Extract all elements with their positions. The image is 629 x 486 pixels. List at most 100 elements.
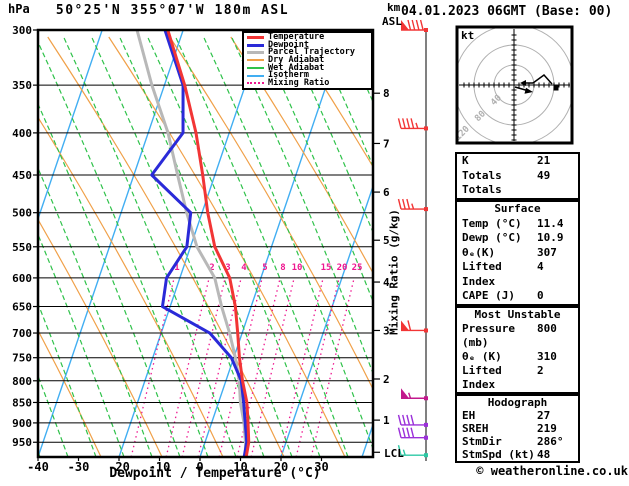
credit-label: © weatheronline.co.uk bbox=[476, 464, 628, 478]
metric-label: Temp (°C) bbox=[462, 216, 522, 230]
km-tick-label: 4 bbox=[383, 276, 390, 289]
pressure-tick-label: 550 bbox=[12, 241, 32, 254]
legend-item: Isotherm bbox=[244, 70, 371, 81]
x-tick-label: 30 bbox=[314, 460, 328, 474]
metric-label: θₑ(K) bbox=[462, 245, 496, 259]
legend-item: Dry Adiabat bbox=[244, 54, 371, 65]
wind-barb bbox=[397, 198, 428, 212]
table-row: Lifted Index 2 bbox=[457, 364, 578, 392]
chart-title: 50°25'N 355°07'W 180m ASL bbox=[55, 3, 290, 18]
km-axis: 1 2 3 4 5 6 7 8 bbox=[373, 87, 390, 453]
metric-label: Totals Totals bbox=[462, 168, 502, 197]
metric-value: 800 bbox=[537, 322, 557, 335]
x-tick-label: -10 bbox=[149, 460, 171, 474]
table-row: Temp (°C) 11.4 bbox=[457, 217, 578, 232]
legend-line-sample bbox=[247, 67, 264, 70]
metric-label: Lifted Index bbox=[462, 364, 502, 391]
legend-item: Temperature bbox=[244, 33, 371, 42]
table-row: Lifted Index 4 bbox=[457, 260, 578, 289]
metric-label: θₑ (K) bbox=[462, 350, 502, 363]
pressure-tick-label: 450 bbox=[12, 169, 32, 182]
km-tick-label: 3 bbox=[383, 324, 390, 337]
mixing-ratio-value: 2 bbox=[209, 263, 214, 273]
metric-label: SREH bbox=[462, 422, 489, 435]
legend-item: Wet Adiabat bbox=[244, 62, 371, 73]
table-row: Totals Totals 49 bbox=[457, 169, 578, 198]
pressure-tick-label: 650 bbox=[12, 301, 32, 314]
mixing-ratio-value: 25 bbox=[352, 263, 363, 273]
metric-value: 49 bbox=[537, 168, 551, 182]
km-axis-unit: km bbox=[387, 1, 401, 14]
profile-dewpoint bbox=[150, 30, 249, 457]
table-row: θₑ(K) 307 bbox=[457, 246, 578, 261]
wet-adiabat-lines bbox=[38, 36, 373, 457]
isotherm-lines bbox=[38, 30, 373, 457]
metric-label: K bbox=[462, 154, 469, 167]
temperature-axis: -40 -30 -20 -10 0 10 20 30 bbox=[27, 457, 329, 474]
legend-label: Isotherm bbox=[268, 70, 309, 81]
hodograph-end-marker bbox=[553, 85, 559, 91]
mixing-ratio-value: 20 bbox=[337, 263, 348, 273]
mixing-ratio-axis-title: Mixing Ratio (g/kg) bbox=[387, 209, 401, 335]
indices-table: Surface Temp (°C) 11.4 Dewp (°C) 10.9 θₑ(K) 30… bbox=[455, 200, 580, 317]
table-row: Pressure (mb) 800 bbox=[457, 322, 578, 350]
legend-line-sample bbox=[247, 74, 264, 77]
pressure-tick-label: 500 bbox=[12, 207, 32, 220]
x-axis-title: Dewpoint / Temperature (°C) bbox=[109, 466, 321, 481]
km-tick-label: 5 bbox=[383, 234, 390, 247]
wind-barb bbox=[397, 427, 428, 440]
indices-table: Hodograph EH 27 SREH 219 StmDir 286° StmSpd (kt… bbox=[455, 394, 580, 463]
metric-value: 48 bbox=[537, 448, 551, 461]
pressure-tick-label: 400 bbox=[12, 127, 32, 140]
wind-barb bbox=[397, 445, 428, 458]
x-tick-label: 10 bbox=[233, 460, 247, 474]
table-row: θₑ (K) 310 bbox=[457, 350, 578, 364]
km-tick-label: 1 bbox=[383, 414, 390, 427]
km-tick-label: 6 bbox=[383, 186, 390, 199]
metric-value: 307 bbox=[537, 245, 557, 259]
wind-barb bbox=[401, 19, 428, 32]
wind-barb-column bbox=[397, 19, 428, 461]
metric-value: 0 bbox=[537, 289, 544, 303]
wind-barb bbox=[401, 320, 428, 333]
metric-value: 21 bbox=[537, 154, 551, 167]
pressure-tick-label: 800 bbox=[12, 375, 32, 388]
table-section-title: Hodograph bbox=[487, 396, 548, 409]
metric-value: 219 bbox=[537, 422, 557, 435]
x-tick-label: -40 bbox=[27, 460, 49, 474]
table-section-title: Surface bbox=[494, 202, 541, 215]
legend-line-sample bbox=[247, 36, 264, 40]
metric-value: 310 bbox=[537, 350, 557, 363]
legend-line-sample bbox=[247, 82, 264, 85]
metric-label: EH bbox=[462, 409, 476, 422]
legend-label: Dry Adiabat bbox=[268, 54, 325, 65]
pressure-tick-label: 300 bbox=[12, 24, 32, 37]
hodograph-arrow-head bbox=[520, 80, 526, 86]
mixing-ratio-value: 3 bbox=[225, 263, 230, 273]
profile-temperature bbox=[166, 30, 251, 457]
wind-barb bbox=[401, 388, 428, 401]
metric-value: 4 bbox=[537, 260, 544, 274]
legend-label: Wet Adiabat bbox=[268, 62, 325, 73]
metric-label: Pressure (mb) bbox=[462, 322, 515, 349]
mixing-ratio-value: 15 bbox=[321, 263, 332, 273]
km-tick-label: 7 bbox=[383, 137, 390, 150]
x-tick-label: 0 bbox=[196, 460, 203, 474]
mixing-ratio-value: 1 bbox=[174, 263, 179, 273]
mixing-ratio-lines bbox=[130, 277, 355, 457]
pressure-tick-label: 350 bbox=[12, 79, 32, 92]
legend-label: Dewpoint bbox=[268, 39, 309, 50]
pressure-tick-label: 600 bbox=[12, 272, 32, 285]
metric-value: 11.4 bbox=[537, 216, 564, 230]
legend-item: Dewpoint bbox=[244, 39, 371, 50]
legend-line-sample bbox=[247, 51, 264, 55]
legend-line-sample bbox=[247, 43, 264, 47]
asl-label: ASL bbox=[382, 15, 402, 28]
mixing-ratio-value: 5 bbox=[262, 263, 267, 273]
legend-item: Parcel Trajectory bbox=[244, 48, 371, 57]
pressure-axis-unit: hPa bbox=[8, 2, 30, 16]
metric-label: StmDir bbox=[462, 435, 502, 448]
